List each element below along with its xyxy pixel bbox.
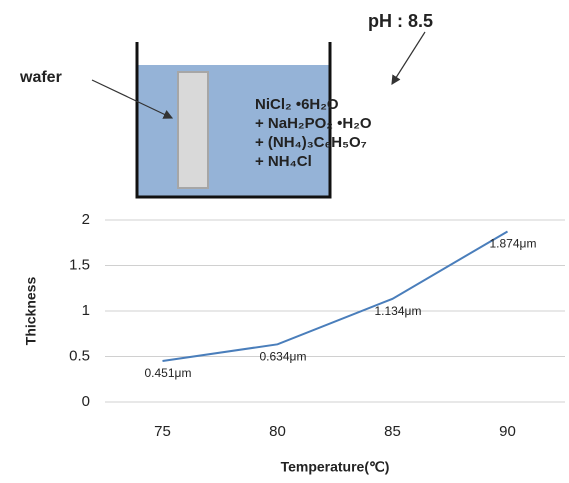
ph-label: pH : 8.5 — [368, 11, 433, 31]
solution-line: + NaH₂PO₂ •H₂O — [255, 115, 372, 132]
x-tick-label: 80 — [269, 423, 286, 440]
solution-line: + NH₄Cl — [255, 153, 312, 170]
y-tick-label: 0.5 — [69, 347, 90, 364]
solution-line: NiCl₂ •6H₂O — [255, 96, 339, 113]
solution-line: + (NH₄)₃C₆H₅O₇ — [255, 134, 367, 151]
y-tick-label: 1 — [82, 302, 90, 319]
data-label: 1.874μm — [490, 237, 537, 251]
y-tick-label: 0 — [82, 393, 90, 410]
solution-text: NiCl₂ •6H₂O + NaH₂PO₂ •H₂O + (NH₄)₃C₆H₅O₇ +… — [255, 96, 372, 170]
beaker-wall — [135, 42, 332, 199]
data-label: 0.451μm — [145, 366, 192, 380]
y-tick-label: 2 — [82, 211, 90, 228]
beaker: wafer pH : 8.5 NiCl₂ •6H₂O + NaH₂PO₂ •H₂O… — [19, 11, 433, 199]
x-tick-label: 85 — [384, 423, 401, 440]
x-axis-label: Temperature(℃) — [281, 459, 390, 475]
data-label: 0.634μm — [260, 349, 307, 363]
x-tick-label: 75 — [154, 423, 171, 440]
solution-fill — [137, 65, 330, 197]
x-tick-label: 90 — [499, 423, 516, 440]
chart: 0 0.5 1 1.5 2 Thickness Temperature(℃) 75 80 85 90… — [23, 211, 565, 475]
data-line — [162, 230, 509, 362]
data-label: 1.134μm — [375, 304, 422, 318]
wafer — [177, 71, 209, 189]
wafer-arrow — [91, 79, 174, 119]
y-axis-label: Thickness — [23, 277, 39, 346]
wafer-label: wafer — [19, 69, 62, 86]
y-tick-label: 1.5 — [69, 256, 90, 273]
ph-arrow — [391, 31, 426, 86]
